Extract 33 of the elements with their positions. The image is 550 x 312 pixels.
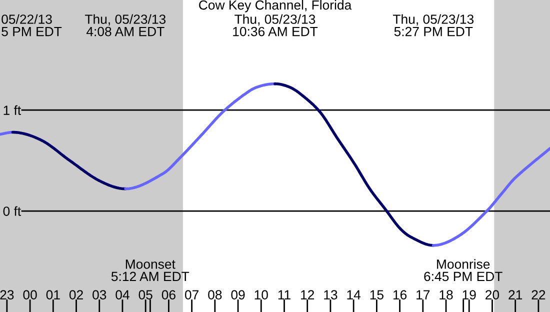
y-tick-label: 0 ft (3, 206, 22, 216)
x-tick-label: 03 (92, 290, 106, 300)
annotation: Thu, 05/23/13 10:36 AM EDT (233, 14, 318, 36)
x-tick-label: 18 (440, 290, 453, 300)
y-tick-label: 1 ft (4, 105, 22, 115)
x-tick-label: 12 (301, 290, 314, 300)
x-tick-label: 15 (370, 290, 384, 300)
x-tick-label: 06 (162, 290, 176, 300)
chart-title: Cow Key Channel, Florida (199, 0, 352, 12)
annotation: Thu, 05/23/13 4:08 AM EDT (84, 14, 166, 36)
x-tick-label: 02 (69, 290, 83, 300)
x-tick-label: 22 (532, 290, 546, 300)
x-tick-label: 16 (393, 290, 407, 300)
x-tick-label: 19 (462, 290, 476, 300)
annotation: Thu, 05/23/13 5:27 PM EDT (392, 14, 474, 36)
x-tick-label: 05 (138, 290, 152, 300)
x-tick-label: 14 (347, 290, 361, 300)
x-tick-label: 10 (254, 290, 268, 300)
x-tick-label: 20 (486, 290, 500, 300)
annotation: Moonset 5:12 AM EDT (111, 260, 190, 282)
x-tick-label: 17 (416, 290, 430, 300)
x-tick-label: 07 (184, 290, 198, 300)
x-tick-label: 09 (231, 290, 245, 300)
x-tick-label: 11 (278, 290, 290, 300)
x-tick-label: 21 (508, 290, 522, 300)
x-tick-label: 04 (116, 290, 130, 300)
x-tick-label: 08 (208, 290, 222, 300)
x-tick-label: 01 (46, 290, 60, 300)
annotation: Moonrise 6:45 PM EDT (424, 259, 502, 282)
annotation: 05/22/13 5 PM EDT (2, 14, 62, 36)
x-tick-label: 13 (324, 290, 338, 300)
x-tick-label: 00 (23, 290, 37, 300)
x-tick-label: 23 (0, 290, 14, 300)
